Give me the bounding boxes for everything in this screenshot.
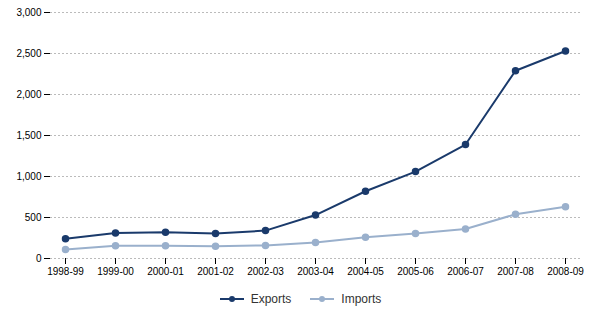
svg-text:2,000: 2,000 [16, 89, 41, 100]
svg-text:2002-03: 2002-03 [247, 266, 284, 277]
html-text:Imports: Imports [341, 292, 382, 306]
svg-text:2001-02: 2001-02 [197, 266, 234, 277]
svg-text:2007-08: 2007-08 [497, 266, 534, 277]
svg-text:2003-04: 2003-04 [297, 266, 334, 277]
svg-text:1,500: 1,500 [16, 130, 41, 141]
svg-text:2,500: 2,500 [16, 48, 41, 59]
svg-text:2005-06: 2005-06 [397, 266, 434, 277]
svg-text:3,000: 3,000 [16, 7, 41, 18]
svg-text:500: 500 [25, 212, 42, 223]
svg-text:2008-09: 2008-09 [547, 266, 584, 277]
html-text:Exports: Exports [250, 292, 292, 306]
svg-text:1998-99: 1998-99 [47, 266, 84, 277]
svg-text:2006-07: 2006-07 [447, 266, 484, 277]
svg-text:1,000: 1,000 [16, 171, 41, 182]
svg-text:1999-00: 1999-00 [97, 266, 134, 277]
svg-text:2004-05: 2004-05 [347, 266, 384, 277]
svg-text:0: 0 [36, 253, 42, 264]
svg-text:2000-01: 2000-01 [147, 266, 184, 277]
